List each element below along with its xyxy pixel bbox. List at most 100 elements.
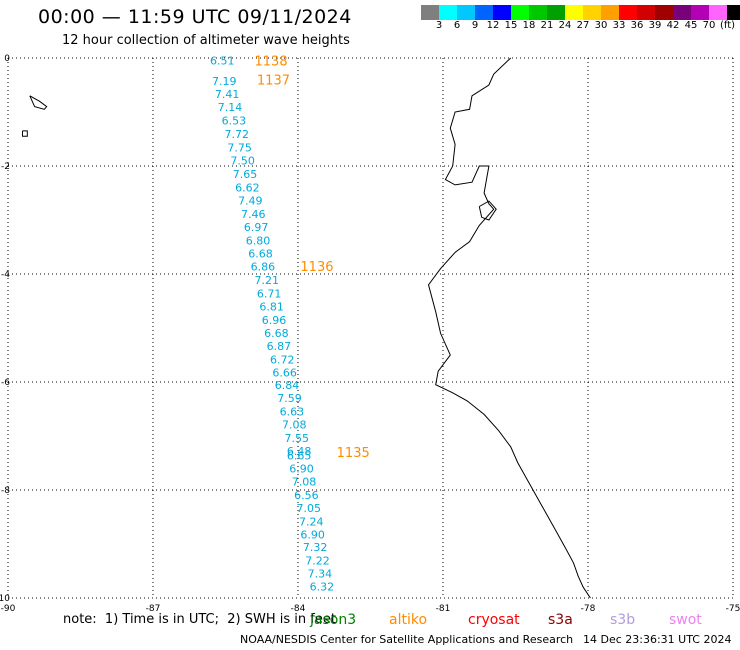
- legend-label: 24: [558, 20, 572, 31]
- legend-label: 39: [648, 20, 662, 31]
- wave-height-value: 6.53: [222, 115, 247, 128]
- legend-label: 15: [504, 20, 518, 31]
- legend-label: 9: [471, 20, 479, 31]
- legend-swatch: [529, 5, 547, 20]
- mission-label: cryosat: [468, 612, 520, 628]
- island-outline: [29, 95, 48, 110]
- legend-label: 36: [630, 20, 644, 31]
- x-tick-label: -90: [1, 604, 16, 614]
- wave-height-value: 6.68: [248, 247, 273, 260]
- pass-number-label: 1137: [257, 74, 290, 89]
- wave-height-value: 6.32: [310, 581, 335, 594]
- wave-height-value: 7.19: [212, 75, 237, 88]
- legend-label: 42: [666, 20, 680, 31]
- legend-swatch: [655, 5, 673, 20]
- legend-label: 30: [594, 20, 608, 31]
- wave-height-value: 6.84: [275, 379, 300, 392]
- legend-color-bar: [421, 5, 740, 20]
- wave-height-value: 7.59: [277, 392, 302, 405]
- mission-label: jason3: [310, 612, 357, 628]
- wave-height-value: 6.80: [246, 235, 270, 248]
- y-tick-label: -8: [1, 486, 10, 496]
- legend-label: 12: [486, 20, 500, 31]
- wave-height-value: 6.97: [244, 221, 269, 234]
- wave-height-value: 7.08: [292, 475, 317, 488]
- wave-height-value: 7.65: [233, 168, 258, 181]
- y-tick-label: -4: [1, 270, 10, 280]
- legend-swatch: [673, 5, 691, 20]
- map-subtitle: 12 hour collection of altimeter wave hei…: [62, 33, 350, 48]
- footer-credit: NOAA/NESDIS Center for Satellite Applica…: [240, 633, 574, 646]
- wave-height-value: 7.05: [297, 502, 322, 515]
- wave-height-value: 6.96: [262, 314, 287, 327]
- wave-height-value: 7.08: [282, 419, 307, 432]
- wave-height-value: 6.65: [287, 449, 312, 462]
- legend-swatch: [493, 5, 511, 20]
- y-tick-label: -6: [1, 378, 10, 388]
- wave-height-value: 6.71: [257, 287, 282, 300]
- wave-height-value: 7.41: [215, 88, 240, 101]
- y-tick-label: -10: [0, 594, 10, 604]
- note-text: note: 1) Time is in UTC; 2) SWH is in fe…: [63, 612, 336, 627]
- legend-swatch: [421, 5, 439, 20]
- wave-height-legend: 3 6 9 12 15 18 21 24 27 30 33 36 39 42 45 70 (ft): [421, 5, 740, 31]
- wave-height-value: 6.51: [210, 55, 235, 68]
- legend-label: 45: [684, 20, 698, 31]
- pass-number-label: 1136: [300, 260, 333, 275]
- mission-label: swot: [669, 612, 702, 628]
- legend-swatch: [565, 5, 583, 20]
- pass-number-label: 1135: [337, 446, 370, 461]
- wave-height-value: 7.34: [308, 568, 333, 581]
- legend-swatch: [547, 5, 565, 20]
- wave-height-value: 6.90: [300, 528, 325, 541]
- legend-label: 21: [540, 20, 554, 31]
- wave-height-value: 7.50: [230, 155, 255, 168]
- wave-height-value: 7.24: [299, 515, 324, 528]
- legend-label: 6: [453, 20, 461, 31]
- footer-date: 14 Dec 23:36:31 UTC 2024: [583, 633, 732, 646]
- legend-label: 3: [435, 20, 443, 31]
- wave-height-value: 7.46: [241, 208, 266, 221]
- legend-swatch: [511, 5, 529, 20]
- wave-height-value: 7.75: [227, 142, 252, 155]
- wave-height-value: 6.68: [264, 327, 289, 340]
- legend-swatch: [601, 5, 619, 20]
- wave-height-value: 7.21: [255, 274, 280, 287]
- mission-label: s3a: [548, 612, 573, 628]
- legend-label: 18: [522, 20, 536, 31]
- legend-swatch: [637, 5, 655, 20]
- coastline: [427, 57, 591, 599]
- wave-height-value: 6.63: [280, 406, 305, 419]
- legend-swatch: [691, 5, 709, 20]
- wave-height-value: 6.81: [259, 300, 284, 313]
- mission-label: s3b: [610, 612, 636, 628]
- legend-swatch: [475, 5, 493, 20]
- x-tick-label: -78: [581, 604, 596, 614]
- y-tick-label: 0: [4, 54, 10, 64]
- wave-height-value: 6.48: [287, 445, 312, 458]
- mission-label: altiko: [389, 612, 428, 628]
- wave-height-value: 7.22: [305, 555, 330, 568]
- legend-swatch: [709, 5, 727, 20]
- wave-height-value: 7.55: [284, 432, 309, 445]
- wave-height-value: 7.72: [225, 128, 250, 141]
- x-tick-label: -84: [291, 604, 306, 614]
- legend-swatch: [619, 5, 637, 20]
- wave-height-value: 6.66: [272, 366, 297, 379]
- legend-label: 27: [576, 20, 590, 31]
- map-title: 00:00 — 11:59 UTC 09/11/2024: [38, 6, 352, 28]
- island-outline: [478, 200, 497, 221]
- x-tick-label: -75: [726, 604, 740, 614]
- y-tick-label: -2: [1, 162, 10, 172]
- wave-height-value: 6.90: [289, 462, 314, 475]
- legend-unit: (ft): [720, 20, 736, 31]
- wave-height-value: 6.56: [294, 489, 319, 502]
- legend-label: 70: [702, 20, 716, 31]
- wave-height-value: 7.32: [303, 541, 328, 554]
- wave-height-value: 7.14: [218, 101, 243, 114]
- pass-number-label: 1138: [255, 55, 288, 70]
- x-tick-label: -81: [436, 604, 451, 614]
- x-tick-label: -87: [146, 604, 161, 614]
- legend-label: 33: [612, 20, 626, 31]
